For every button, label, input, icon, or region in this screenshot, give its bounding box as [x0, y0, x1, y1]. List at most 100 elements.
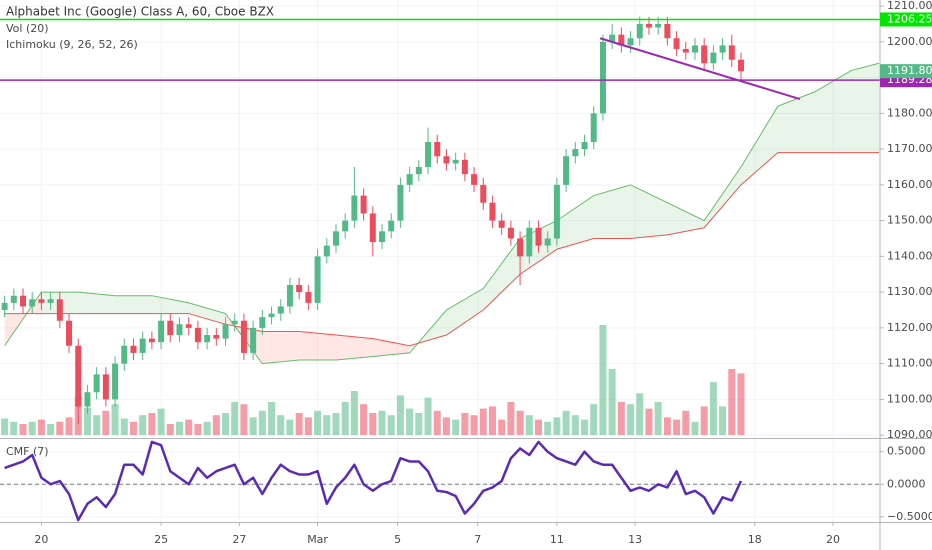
candle-body	[176, 324, 183, 336]
line-price-label: 1206.25	[887, 12, 932, 25]
candle-body	[719, 45, 726, 53]
candle	[425, 127, 432, 175]
candle	[167, 313, 174, 343]
candle	[296, 277, 303, 300]
volume-bar	[645, 408, 653, 435]
volume-bar	[212, 415, 220, 435]
candle	[526, 220, 533, 264]
candle	[664, 16, 671, 46]
candle	[535, 220, 542, 253]
candle	[185, 317, 192, 336]
candle-body	[332, 231, 339, 246]
candle-body	[590, 113, 597, 142]
candle	[434, 134, 441, 164]
candle	[29, 292, 36, 314]
y-tick-label: 0.0000	[887, 477, 926, 490]
volume-bar	[369, 413, 377, 435]
candle-body	[553, 184, 560, 239]
candle-body	[93, 374, 100, 393]
candle-body	[277, 306, 284, 314]
candle-body	[305, 292, 312, 303]
candle-body	[314, 256, 321, 303]
candle-body	[701, 45, 708, 64]
volume-bar	[277, 415, 285, 435]
cloud-fill	[262, 331, 300, 364]
candle	[360, 188, 367, 221]
x-tick-label: 27	[232, 533, 246, 546]
candle	[461, 152, 468, 182]
price-pane	[0, 16, 880, 435]
candle	[20, 288, 27, 314]
candle	[286, 277, 293, 314]
candle	[738, 52, 745, 82]
candle-body	[1, 302, 8, 310]
candle	[231, 313, 238, 332]
cloud-fill	[372, 338, 410, 357]
volume-bar	[249, 417, 257, 435]
volume-bar	[387, 415, 395, 435]
candle-body	[480, 184, 487, 203]
candle	[176, 317, 183, 343]
candle-body	[259, 317, 266, 328]
volume-bar	[286, 419, 294, 435]
candle-body	[112, 363, 119, 400]
candle	[323, 238, 330, 264]
candle	[66, 313, 73, 353]
volume-bar	[415, 413, 423, 435]
candle	[213, 327, 220, 346]
candle	[342, 213, 349, 239]
volume-bar	[111, 404, 119, 435]
candle-body	[397, 184, 404, 221]
candle	[507, 220, 514, 246]
candle-body	[29, 299, 36, 307]
candle	[682, 41, 689, 60]
candle-body	[682, 48, 689, 53]
y-tick-label: 1140.00	[887, 249, 932, 262]
candle	[673, 31, 680, 57]
volume-bar	[599, 325, 607, 435]
volume-bar	[83, 407, 91, 435]
y-tick-label: 1150.00	[887, 214, 932, 227]
candle	[489, 195, 496, 228]
candle	[121, 338, 128, 371]
candle-body	[240, 320, 247, 353]
volume-bar	[479, 408, 487, 435]
candle-body	[47, 299, 54, 303]
candle	[305, 284, 312, 310]
candle	[627, 31, 634, 53]
candle	[102, 367, 109, 407]
cloud-fill	[446, 288, 484, 336]
volume-bar	[562, 410, 570, 435]
volume-bar	[488, 406, 496, 435]
volume-bar	[424, 397, 432, 435]
candle	[397, 177, 404, 228]
x-tick-label: 5	[394, 533, 401, 546]
legend: Alphabet Inc (Google) Class A, 60, Cboe …	[6, 5, 274, 459]
ichimoku-span-a	[4, 62, 880, 365]
y-tick-label: 1200.00	[887, 35, 932, 48]
candle	[47, 292, 54, 310]
candle	[204, 327, 211, 350]
candle	[563, 149, 570, 193]
candle	[112, 356, 119, 407]
candle-body	[20, 295, 27, 307]
volume-bar	[516, 410, 524, 435]
candle	[369, 206, 376, 257]
candle-body	[645, 23, 652, 28]
candle	[93, 367, 100, 400]
candle-body	[627, 38, 634, 46]
cloud-fill	[151, 295, 189, 314]
candle	[691, 38, 698, 60]
candle-body	[535, 227, 542, 246]
candle	[130, 338, 137, 361]
ichimoku-span-b	[4, 152, 880, 347]
x-tick-label: 20	[34, 533, 48, 546]
volume-bar	[700, 406, 708, 435]
volume-bar	[120, 418, 128, 435]
volume-bar	[590, 404, 598, 435]
cmf-title: CMF (7)	[6, 445, 49, 458]
candle-body	[56, 299, 63, 321]
volume-bar	[673, 419, 681, 435]
